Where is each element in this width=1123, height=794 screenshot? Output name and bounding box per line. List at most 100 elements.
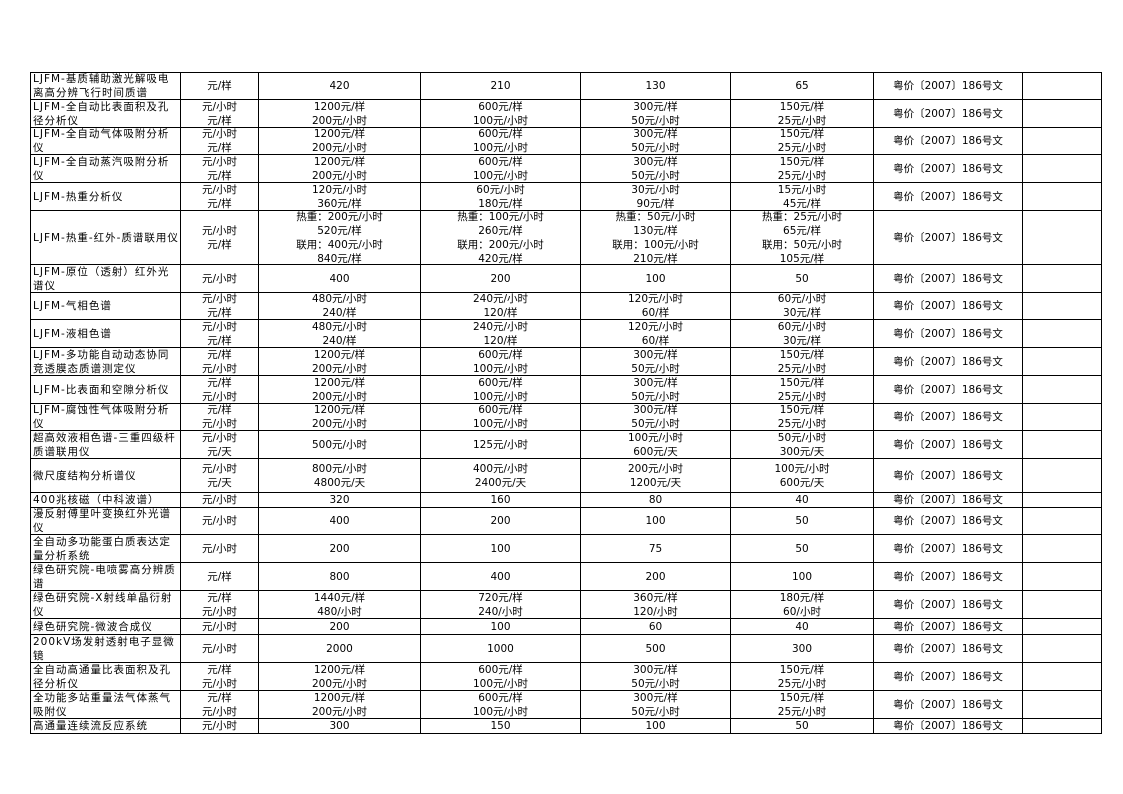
- price-cell-3: 100元/小时 600元/天: [580, 430, 731, 459]
- unit-cell: 元/小时: [180, 264, 259, 293]
- cell-text: 粤价〔2007〕186号文: [893, 162, 1003, 175]
- price-cell-3: 300元/样 50元/小时: [580, 154, 731, 183]
- cell-line: 480元/小时: [311, 293, 368, 305]
- basis-document-cell: 粤价〔2007〕186号文: [873, 403, 1023, 431]
- cell-text: 高通量连续流反应系统: [33, 720, 148, 732]
- cell-line: 150元/样: [779, 404, 825, 416]
- cell-line: 300元/天: [779, 445, 825, 458]
- unit-cell: 元/样: [180, 72, 259, 100]
- cell-line: 600元/样: [478, 128, 523, 140]
- cell-text: LJFM-热重-红外-质谱联用仪: [33, 231, 179, 244]
- cell-line: 50元/小时: [631, 169, 680, 182]
- instrument-name-cell: 绿色研究院-电喷雾高分辨质谱: [30, 562, 181, 591]
- table-row: LJFM-全自动蒸汽吸附分析仪 元/小时 元/样 1200元/样 200元/小时 600元…: [30, 154, 1102, 183]
- cell-line: 65: [795, 80, 809, 92]
- price-cell-4: 150元/样 25元/小时: [730, 347, 874, 376]
- cell-line: 1200元/样: [313, 691, 366, 704]
- price-cell-3: 500: [580, 634, 731, 663]
- cell-line: 1200元/样: [313, 404, 366, 416]
- cell-line: 元/小时: [201, 515, 238, 527]
- cell-line: 120/小时: [633, 605, 678, 618]
- basis-document-cell: 粤价〔2007〕186号文: [873, 319, 1023, 348]
- cell-line: 1000: [487, 642, 514, 655]
- cell-line: 100: [645, 272, 666, 285]
- cell-line: 300元/样: [633, 691, 678, 704]
- basis-document-cell: 粤价〔2007〕186号文: [873, 264, 1023, 293]
- price-cell-1: 1200元/样 200元/小时: [258, 403, 421, 431]
- cell-line: 100: [645, 720, 666, 732]
- cell-line: 25元/小时: [777, 169, 827, 182]
- price-cell-4: 60元/小时 30元/样: [730, 292, 874, 320]
- unit-cell: 元/小时 元/样: [180, 210, 259, 265]
- price-cell-3: 100: [580, 264, 731, 293]
- note-cell: [1022, 507, 1102, 535]
- price-cell-3: 300元/样 50元/小时: [580, 127, 731, 155]
- unit-cell: 元/小时: [180, 718, 259, 734]
- cell-text: 粤价〔2007〕186号文: [893, 272, 1003, 285]
- cell-line: 600元/天: [633, 445, 678, 458]
- price-cell-4: 150元/样 25元/小时: [730, 690, 874, 719]
- table-row: LJFM-热重-红外-质谱联用仪 元/小时 元/样 热重：200元/小时 520元/样联…: [30, 210, 1102, 265]
- cell-line: 240/小时: [478, 605, 523, 618]
- cell-line: 90元/样: [636, 197, 675, 210]
- basis-document-cell: 粤价〔2007〕186号文: [873, 718, 1023, 734]
- cell-line: 420元/样: [478, 252, 523, 265]
- table-row: 绿色研究院-微波合成仪 元/小时 200 100 60 40 粤价〔2007〕186号文: [30, 618, 1102, 635]
- note-cell: [1022, 618, 1102, 635]
- cell-line: 300元/样: [633, 376, 678, 389]
- cell-line: 元/小时: [201, 542, 238, 555]
- cell-line: 30元/样: [783, 307, 821, 319]
- cell-line: 520元/样: [317, 224, 362, 237]
- cell-line: 元/样: [207, 691, 232, 704]
- price-cell-2: 600元/样 100元/小时: [420, 154, 581, 183]
- price-cell-3: 300元/样 50元/小时: [580, 403, 731, 431]
- cell-line: 180元/样: [779, 591, 825, 604]
- cell-line: 200元/小时: [311, 114, 368, 127]
- cell-text: LJFM-比表面和空隙分析仪: [33, 383, 170, 396]
- cell-line: 600元/样: [478, 691, 523, 704]
- cell-line: 240元/小时: [472, 320, 529, 333]
- cell-line: 30元/小时: [631, 183, 680, 196]
- price-cell-2: 160: [420, 492, 581, 508]
- cell-line: 200: [329, 620, 350, 633]
- instrument-name-cell: LJFM-全自动比表面积及孔径分析仪: [30, 99, 181, 128]
- cell-line: 元/样: [207, 348, 232, 361]
- cell-line: 1200元/样: [313, 348, 366, 361]
- cell-line: 100元/小时: [472, 114, 529, 127]
- cell-line: 800元/小时: [311, 462, 368, 475]
- cell-line: 150元/样: [779, 128, 825, 140]
- cell-text: 粤价〔2007〕186号文: [893, 494, 1003, 506]
- price-cell-3: 130: [580, 72, 731, 100]
- cell-line: 元/小时: [201, 418, 238, 430]
- instrument-name-cell: LJFM-腐蚀性气体吸附分析仪: [30, 403, 181, 431]
- cell-line: 200元/小时: [311, 705, 368, 718]
- cell-text: LJFM-腐蚀性气体吸附分析仪: [33, 404, 170, 430]
- cell-line: 40: [795, 494, 809, 506]
- cell-line: 元/小时: [201, 320, 238, 333]
- price-cell-2: 125元/小时: [420, 430, 581, 459]
- basis-document-cell: 粤价〔2007〕186号文: [873, 534, 1023, 563]
- price-cell-1: 1440元/样 480/小时: [258, 590, 421, 619]
- cell-text: LJFM-原位（透射）红外光谱仪: [33, 265, 170, 292]
- cell-line: 元/小时: [201, 494, 238, 506]
- price-cell-1: 400: [258, 264, 421, 293]
- price-cell-1: 800: [258, 562, 421, 591]
- cell-line: 600元/样: [478, 404, 523, 416]
- unit-cell: 元/小时 元/样: [180, 127, 259, 155]
- cell-line: 130: [645, 80, 666, 92]
- instrument-name-cell: LJFM-全自动气体吸附分析仪: [30, 127, 181, 155]
- price-cell-2: 600元/样 100元/小时: [420, 375, 581, 404]
- cell-text: 绿色研究院-电喷雾高分辨质谱: [33, 563, 176, 590]
- cell-line: 420: [329, 80, 350, 92]
- instrument-name-cell: 全自动高通量比表面积及孔径分析仪: [30, 662, 181, 691]
- cell-line: 元/天: [207, 476, 232, 489]
- table-row: 绿色研究院-X射线单晶衍射仪 元/样 元/小时 1440元/样 480/小时 720元/样…: [30, 590, 1102, 619]
- basis-document-cell: 粤价〔2007〕186号文: [873, 430, 1023, 459]
- basis-document-cell: 粤价〔2007〕186号文: [873, 690, 1023, 719]
- price-cell-2: 60元/小时 180元/样: [420, 182, 581, 211]
- cell-line: 300元/样: [633, 404, 678, 416]
- instrument-name-cell: LJFM-气相色谱: [30, 292, 181, 320]
- price-cell-1: 2000: [258, 634, 421, 663]
- price-cell-2: 210: [420, 72, 581, 100]
- unit-cell: 元/样 元/小时: [180, 690, 259, 719]
